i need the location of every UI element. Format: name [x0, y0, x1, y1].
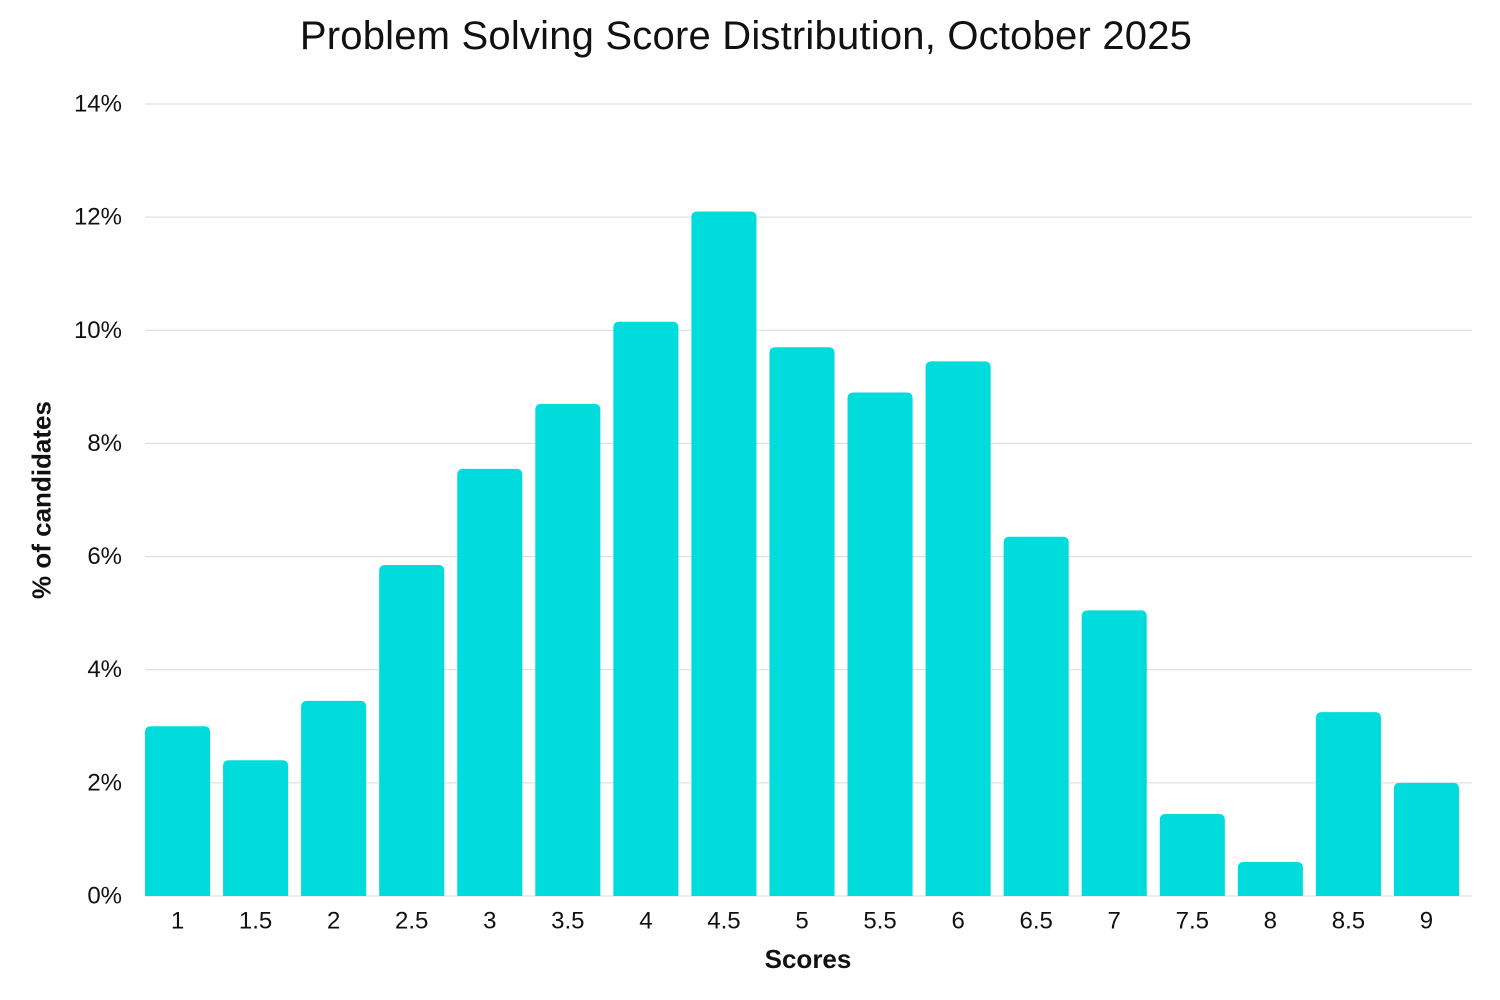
x-tick-label: 1.5 — [239, 908, 272, 935]
x-tick-label: 9 — [1420, 908, 1433, 935]
bar-5 — [769, 347, 835, 896]
bar-1 — [145, 726, 211, 896]
bar-4 — [613, 321, 679, 896]
bar-7 — [1081, 610, 1147, 896]
x-tick-label: 2 — [327, 908, 340, 935]
bar-3 — [457, 468, 523, 896]
x-axis-label: Scores — [764, 944, 852, 974]
bars — [145, 211, 1459, 896]
y-tick-label: 6% — [87, 543, 122, 570]
bar-1.5 — [223, 760, 289, 896]
x-tick-label: 3.5 — [551, 908, 584, 935]
bar-5.5 — [847, 392, 913, 896]
y-tick-label: 14% — [74, 91, 122, 118]
bar-3.5 — [535, 403, 601, 896]
bar-2 — [301, 700, 367, 896]
x-tick-labels: 1 1.5 2 2.5 3 3.5 4 4.5 5 5.5 6 6.5 7 7.5 8 8.5 9 — [171, 908, 1433, 935]
x-tick-label: 3 — [483, 908, 496, 935]
y-tick-labels: 0% 2% 4% 6% 8% 10% 12% 14% — [74, 91, 122, 910]
y-tick-label: 0% — [87, 883, 122, 910]
bar-2.5 — [379, 565, 445, 896]
x-tick-label: 2.5 — [395, 908, 428, 935]
bar-4.5 — [691, 211, 757, 896]
x-tick-label: 4.5 — [707, 908, 740, 935]
bar-6.5 — [1003, 536, 1069, 896]
y-tick-label: 4% — [87, 656, 122, 683]
y-tick-label: 12% — [74, 204, 122, 231]
y-tick-label: 8% — [87, 430, 122, 457]
x-tick-label: 7 — [1108, 908, 1121, 935]
bar-9 — [1393, 782, 1459, 896]
bar-7.5 — [1159, 813, 1225, 896]
x-tick-label: 6 — [951, 908, 964, 935]
x-tick-label: 8.5 — [1332, 908, 1365, 935]
y-tick-label: 2% — [87, 769, 122, 796]
x-tick-label: 5 — [795, 908, 808, 935]
x-tick-label: 7.5 — [1176, 908, 1209, 935]
y-tick-label: 10% — [74, 317, 122, 344]
x-tick-label: 8 — [1264, 908, 1277, 935]
x-tick-label: 4 — [639, 908, 652, 935]
bar-8.5 — [1315, 712, 1381, 896]
bar-6 — [925, 361, 991, 896]
bar-8 — [1237, 862, 1303, 896]
chart-title: Problem Solving Score Distribution, Octo… — [299, 14, 1193, 58]
x-tick-label: 6.5 — [1019, 908, 1052, 935]
x-tick-label: 1 — [171, 908, 184, 935]
x-tick-label: 5.5 — [863, 908, 896, 935]
